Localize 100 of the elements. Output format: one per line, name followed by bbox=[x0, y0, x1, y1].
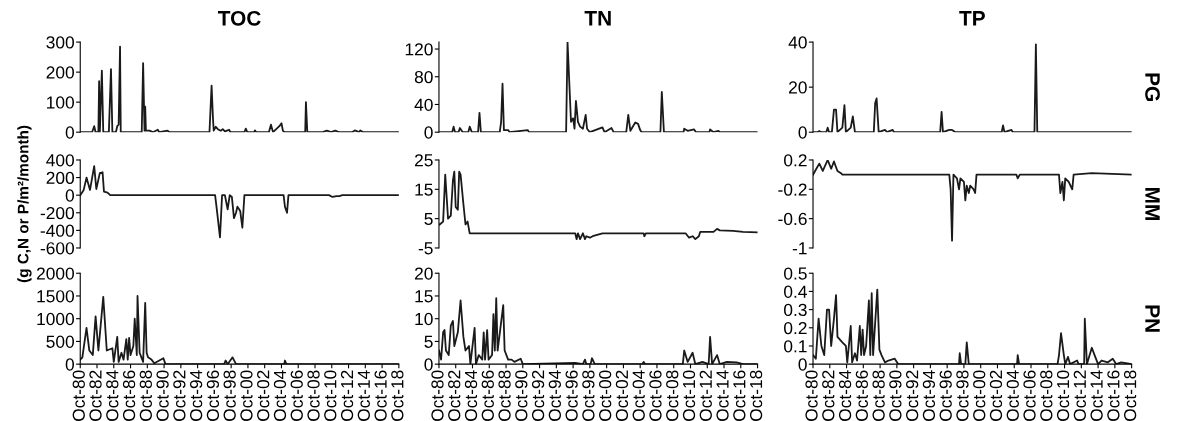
x-tick-label: Oct-06 bbox=[1023, 370, 1036, 421]
x-tick-label: Oct-94 bbox=[189, 370, 203, 421]
y-tick-label: 1500 bbox=[37, 290, 75, 303]
x-tick-label: Oct-08 bbox=[307, 370, 320, 421]
x-tick-label: Oct-94 bbox=[548, 370, 561, 421]
chart-title: TP bbox=[959, 11, 985, 26]
x-tick-label: Oct-16 bbox=[1107, 370, 1120, 421]
x-tick-label: Oct-84 bbox=[464, 370, 478, 421]
y-tick-label: 200 bbox=[46, 66, 75, 79]
y-tick-label: 0 bbox=[798, 126, 807, 139]
y-tick-label: 0 bbox=[798, 358, 807, 371]
x-tick-label: Oct-18 bbox=[1123, 370, 1137, 421]
x-tick-label: Oct-84 bbox=[106, 370, 119, 421]
y-tick-label: 0.5 bbox=[784, 267, 807, 280]
x-tick-label: Oct-16 bbox=[733, 370, 746, 421]
x-tick-label: Oct-06 bbox=[649, 370, 662, 421]
line-series bbox=[80, 45, 399, 133]
y-tick-label: 15 bbox=[415, 183, 433, 196]
y-tick-label: 5 bbox=[424, 335, 433, 348]
x-tick-label: Oct-12 bbox=[340, 370, 354, 421]
x-tick-label: Oct-02 bbox=[615, 370, 629, 421]
x-tick-label: Oct-88 bbox=[498, 370, 511, 421]
line-series bbox=[80, 165, 399, 239]
x-tick-label: Oct-90 bbox=[515, 370, 528, 421]
y-tick-label: 0.1 bbox=[784, 340, 807, 353]
y-tick-label: 20 bbox=[414, 267, 433, 280]
x-tick-label: Oct-96 bbox=[206, 370, 220, 421]
x-tick-label: Oct-90 bbox=[889, 370, 902, 421]
x-tick-label: Oct-82 bbox=[448, 370, 461, 421]
x-tick-label: Oct-88 bbox=[872, 370, 885, 421]
x-tick-label: Oct-18 bbox=[391, 370, 404, 421]
y-tick-label: 200 bbox=[46, 171, 75, 185]
text: PN bbox=[1145, 305, 1160, 332]
y-tick-label: 1000 bbox=[37, 312, 75, 326]
x-tick-label: Oct-04 bbox=[1006, 370, 1019, 421]
x-tick-label: Oct-10 bbox=[1056, 370, 1070, 421]
x-tick-label: Oct-12 bbox=[1073, 370, 1086, 421]
x-tick-label: Oct-10 bbox=[324, 370, 337, 421]
y-tick-label: 20 bbox=[789, 81, 807, 94]
y-tick-label: 2000 bbox=[36, 267, 75, 280]
x-tick-label: Oct-92 bbox=[173, 370, 186, 421]
chart-title: TOC bbox=[217, 10, 261, 26]
x-tick-label: Oct-04 bbox=[273, 370, 287, 421]
y-tick-label: 80 bbox=[414, 70, 433, 84]
y-tick-label: 10 bbox=[415, 312, 433, 326]
x-tick-label: Oct-02 bbox=[989, 370, 1003, 421]
y-tick-label: 40 bbox=[414, 98, 433, 111]
line-series bbox=[438, 170, 758, 241]
text: PG bbox=[1145, 73, 1160, 101]
y-tick-label: 25 bbox=[414, 154, 433, 167]
x-tick-label: Oct-84 bbox=[838, 370, 852, 421]
x-tick-label: Oct-86 bbox=[855, 370, 868, 421]
x-tick-label: Oct-08 bbox=[1040, 370, 1053, 421]
y-tick-label: 0 bbox=[65, 189, 75, 202]
line-series bbox=[813, 159, 1132, 242]
x-tick-label: Oct-14 bbox=[357, 370, 370, 421]
x-tick-label: Oct-10 bbox=[682, 370, 696, 421]
x-tick-label: Oct-02 bbox=[257, 370, 270, 421]
x-tick-label: Oct-88 bbox=[139, 370, 152, 421]
text: MM bbox=[1145, 188, 1160, 220]
y-tick-label: 0 bbox=[424, 126, 433, 139]
y-tick-label: -200 bbox=[40, 206, 75, 220]
y-tick-label: 100 bbox=[47, 96, 75, 109]
x-tick-label: Oct-92 bbox=[531, 370, 545, 421]
y-tick-label: 40 bbox=[788, 36, 807, 49]
y-tick-label: 0 bbox=[65, 126, 75, 139]
x-tick-label: Oct-96 bbox=[939, 370, 952, 421]
x-tick-label: Oct-92 bbox=[906, 370, 919, 421]
x-tick-label: Oct-16 bbox=[374, 370, 387, 421]
y-tick-label: 0.2 bbox=[784, 154, 807, 167]
x-tick-label: Oct-86 bbox=[481, 370, 494, 421]
x-tick-label: Oct-14 bbox=[1090, 370, 1103, 421]
y-tick-label: 0.2 bbox=[784, 321, 807, 335]
line-series bbox=[438, 42, 758, 133]
y-tick-label: -5 bbox=[418, 242, 433, 255]
y-tick-label: 0.3 bbox=[784, 303, 807, 317]
y-tick-label: 0 bbox=[65, 358, 75, 371]
x-tick-label: Oct-12 bbox=[699, 370, 712, 421]
x-tick-label: Oct-00 bbox=[240, 370, 253, 421]
x-tick-label: Oct-08 bbox=[666, 370, 679, 421]
x-tick-label: Oct-00 bbox=[973, 370, 986, 421]
x-tick-label: Oct-06 bbox=[290, 370, 303, 421]
x-tick-label: Oct-18 bbox=[749, 370, 763, 421]
y-tick-label: 15 bbox=[415, 290, 433, 303]
y-tick-label: -0.2 bbox=[778, 183, 807, 196]
x-tick-label: Oct-82 bbox=[89, 370, 102, 421]
y-tick-label: 5 bbox=[424, 212, 433, 226]
x-tick-label: Oct-86 bbox=[122, 370, 136, 421]
x-tick-label: Oct-82 bbox=[822, 370, 835, 421]
y-tick-label: 500 bbox=[46, 335, 75, 348]
chart-title: TN bbox=[584, 11, 611, 26]
y-tick-label: 400 bbox=[46, 154, 75, 167]
y-tick-label: -0.6 bbox=[778, 212, 807, 226]
y-tick-label: 300 bbox=[46, 36, 75, 49]
y-tick-label: 120 bbox=[405, 43, 433, 56]
y-tick-label: -1 bbox=[792, 242, 807, 255]
line-series bbox=[813, 43, 1132, 133]
y-tick-label: 0 bbox=[424, 358, 433, 371]
x-tick-label: Oct-94 bbox=[922, 370, 936, 421]
y-axis-title: (g C,N or P/m²/month) bbox=[17, 125, 32, 283]
